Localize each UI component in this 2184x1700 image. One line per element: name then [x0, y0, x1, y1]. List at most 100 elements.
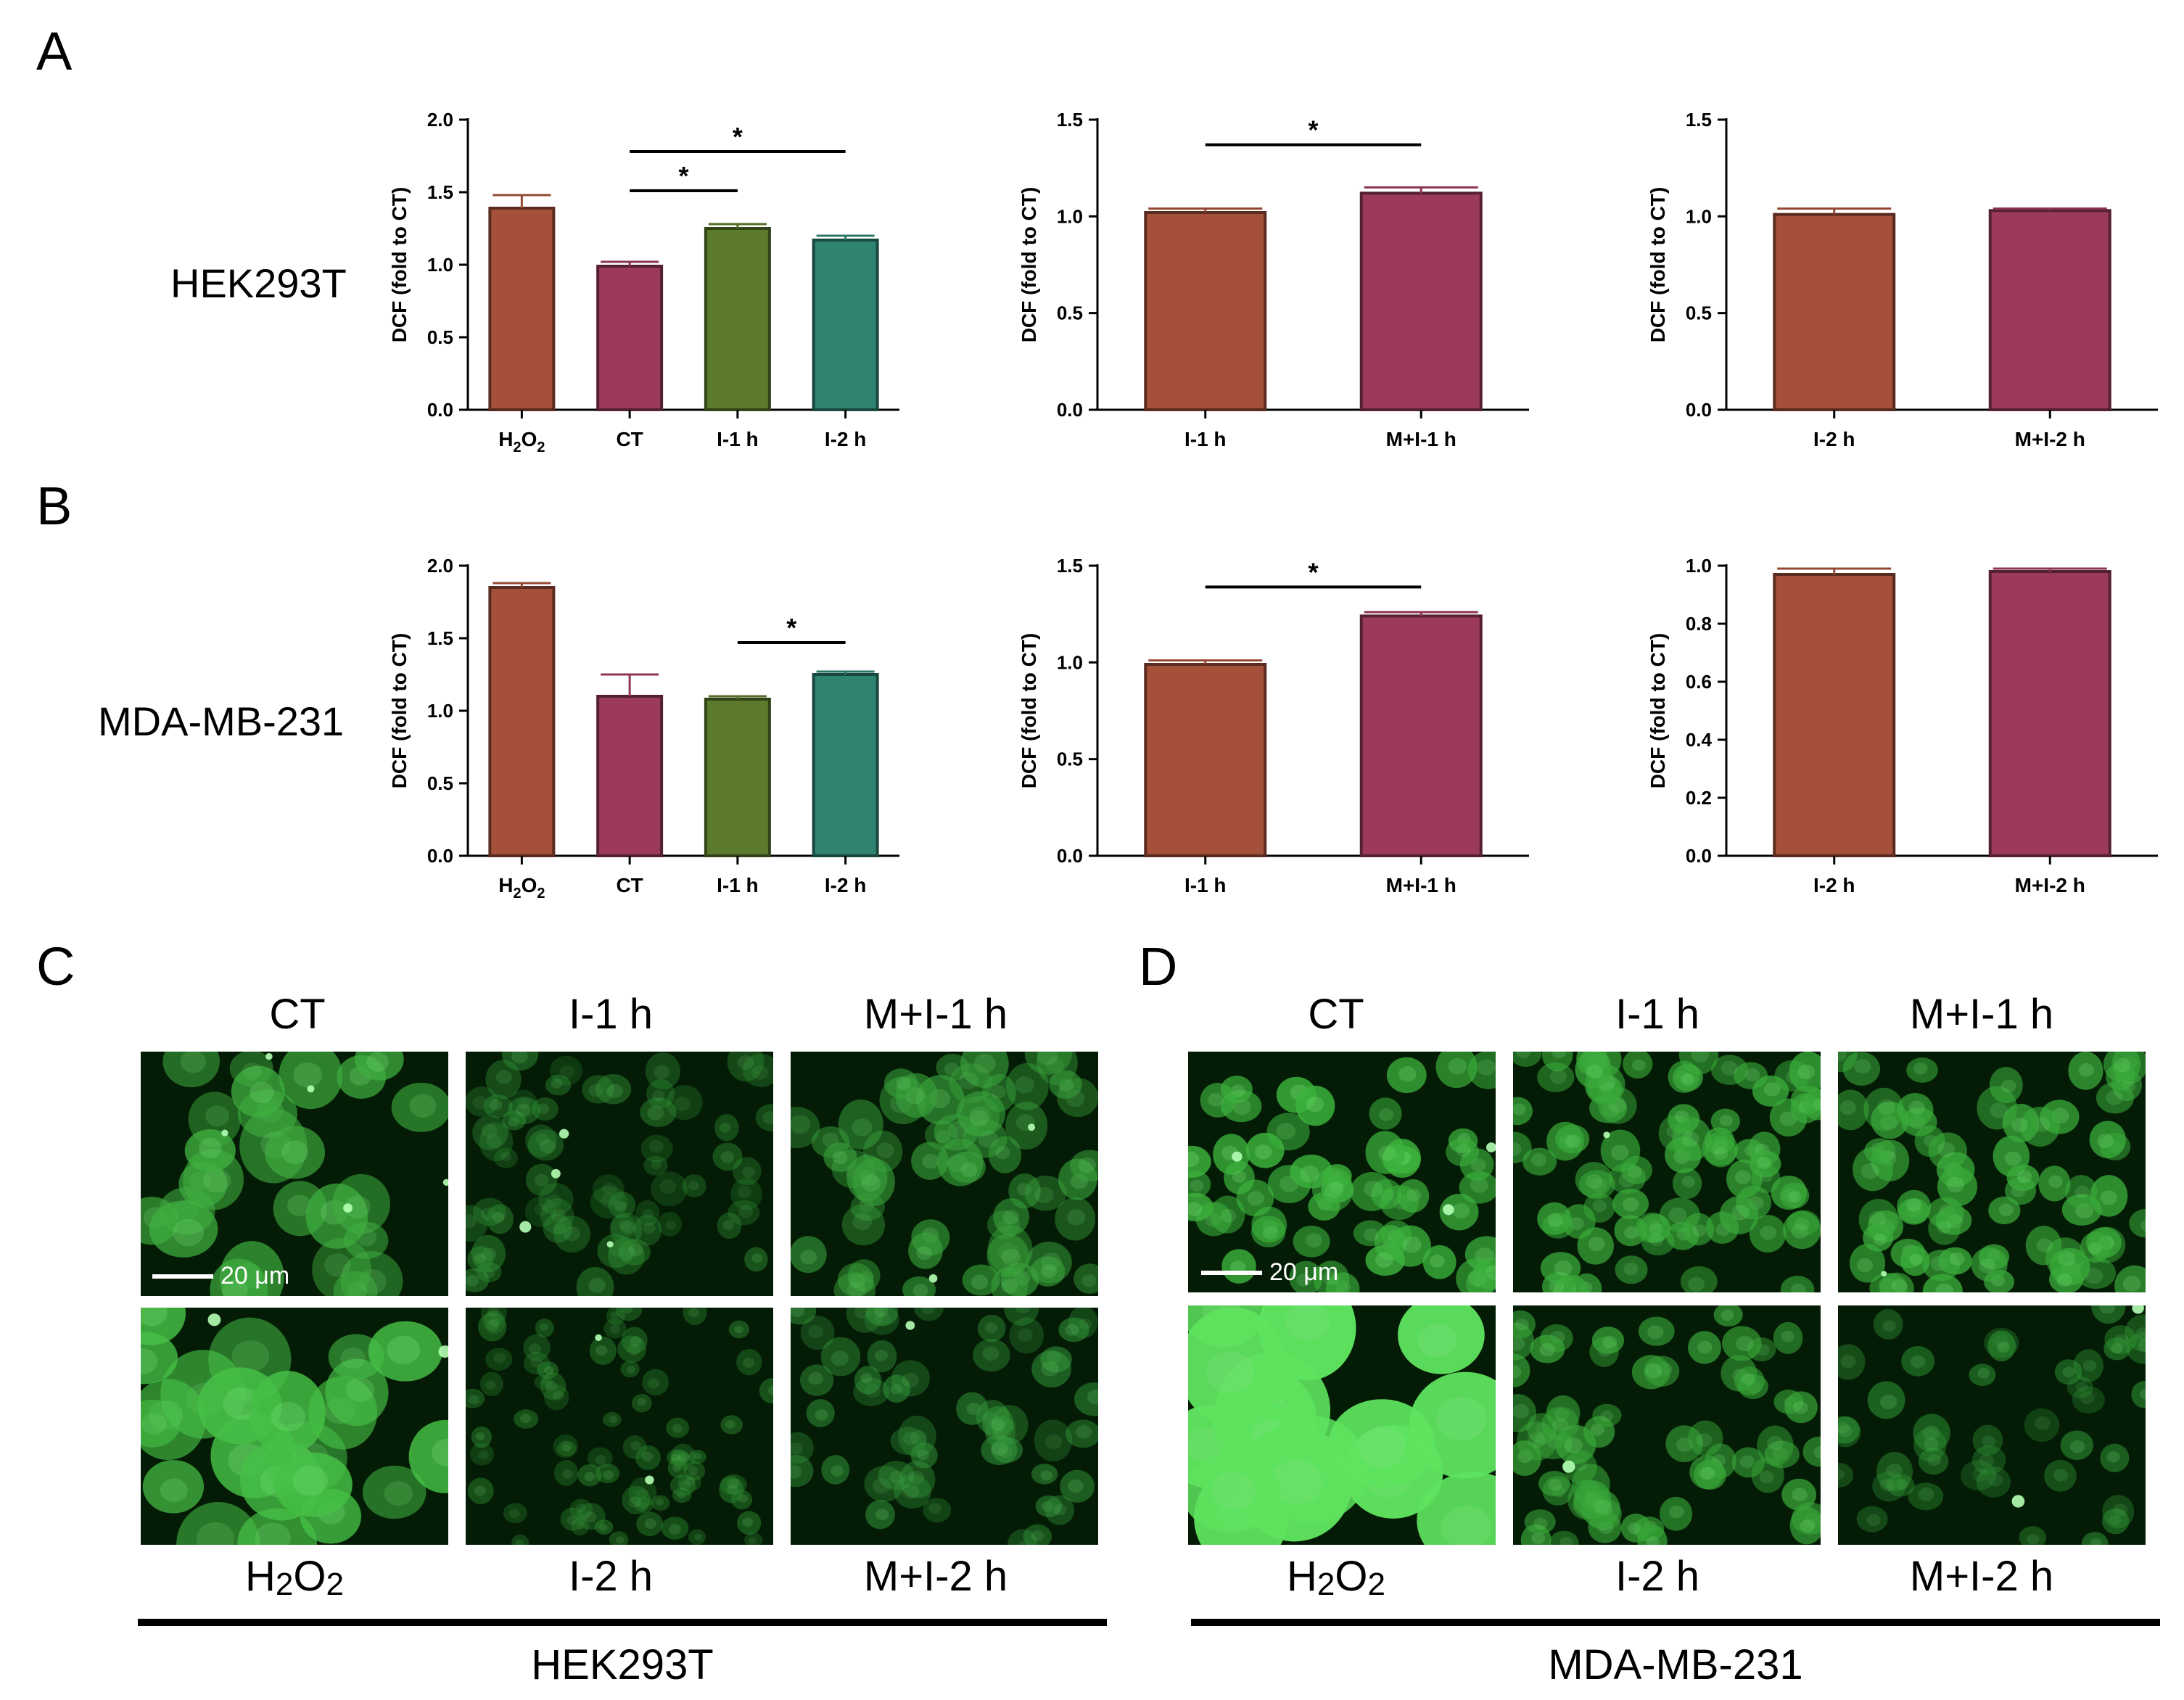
cell-nucleus: [1231, 1084, 1245, 1097]
cell-nucleus: [474, 1485, 486, 1496]
cell: [1976, 1466, 2011, 1498]
bar: [596, 695, 664, 857]
x-tick-label-part: O: [522, 428, 537, 450]
cell-nucleus: [1015, 1076, 1034, 1094]
cell-nucleus: [628, 1243, 643, 1257]
cell-nucleus: [1398, 1066, 1417, 1082]
cell-nucleus: [515, 1539, 524, 1545]
cell: [631, 1393, 652, 1413]
cell-nucleus: [1713, 1147, 1728, 1160]
cell-nucleus: [281, 1140, 309, 1165]
cell-nucleus: [1592, 1200, 1607, 1213]
cell: [1876, 1451, 1913, 1492]
cell: [667, 1456, 688, 1478]
micrograph-svg: [1513, 1305, 1821, 1545]
cell-nucleus: [678, 1480, 691, 1491]
cell-nucleus: [1565, 1134, 1581, 1148]
cell-nucleus: [876, 1142, 894, 1159]
cell-nucleus: [540, 1323, 548, 1331]
cell-nucleus: [1719, 1115, 1733, 1126]
cell: [666, 1449, 688, 1466]
cell-nucleus: [529, 1343, 541, 1354]
cell: [571, 1517, 589, 1536]
cell-nucleus: [1031, 1530, 1044, 1542]
x-tick-label-part: 2: [537, 886, 545, 901]
x-tick-label: I-1 h: [717, 428, 759, 450]
cell-nucleus: [1276, 1123, 1296, 1140]
cell-nucleus: [2139, 1389, 2146, 1400]
cell: [543, 1385, 569, 1411]
chart-svg: DCF (fold to CT) 0.0 0.2 0.4 0.6 0.8 1.0 I-2 h M…: [1647, 555, 2158, 896]
cell: [592, 1174, 625, 1205]
bright-spot: [606, 1241, 614, 1248]
cell-nucleus: [1262, 1226, 1279, 1240]
cell: [646, 1078, 675, 1109]
cell-nucleus: [1797, 1064, 1815, 1080]
cell: [1863, 1087, 1904, 1131]
cell: [540, 1198, 574, 1234]
cell-nucleus: [1232, 1171, 1247, 1183]
bright-spot: [1485, 1142, 1496, 1152]
cell-nucleus: [1632, 1059, 1646, 1071]
cell: [590, 1186, 628, 1219]
cell: [2073, 1349, 2103, 1382]
cell-nucleus: [584, 1472, 596, 1482]
cell: [791, 1107, 820, 1149]
cell-nucleus: [648, 1378, 660, 1389]
bar: [488, 207, 556, 411]
cell: [1513, 1131, 1532, 1163]
cell: [1838, 1416, 1860, 1444]
cell-nucleus: [910, 1430, 928, 1445]
micrograph-mda-ct: [1188, 1052, 1496, 1292]
cell-nucleus: [551, 1078, 563, 1089]
cell: [1631, 1355, 1670, 1390]
cell: [1802, 1436, 1821, 1467]
cell: [1989, 1067, 2023, 1104]
cell-nucleus: [564, 1226, 580, 1242]
cell: [1591, 1326, 1625, 1354]
cell: [471, 1426, 492, 1448]
cell: [1722, 1326, 1762, 1361]
cell-nucleus: [141, 1308, 168, 1326]
cell-nucleus: [651, 1159, 662, 1170]
cell-nucleus: [199, 1138, 222, 1158]
cell-nucleus: [621, 1308, 633, 1314]
cell-nucleus: [725, 1420, 735, 1429]
cell-nucleus: [1998, 1203, 2014, 1216]
cell-nucleus: [2027, 1534, 2040, 1545]
cell-nucleus: [1378, 1108, 1394, 1121]
chart-svg: DCF (fold to CT) 0.0 0.5 1.0 1.5 I-2 h M+I-2 h: [1647, 109, 2158, 450]
cell-nucleus: [1477, 1059, 1496, 1076]
cell: [479, 1371, 503, 1396]
cell: [1971, 1247, 2008, 1282]
cell: [1913, 1414, 1950, 1452]
x-tick-label: M+I-2 h: [2015, 874, 2085, 896]
y-axis-label: DCF (fold to CT): [388, 187, 411, 343]
cell: [486, 1204, 514, 1234]
cell-nucleus: [495, 1070, 512, 1084]
cell-nucleus: [483, 1268, 495, 1279]
cell-nucleus: [2036, 1238, 2053, 1253]
cell: [864, 1466, 904, 1502]
cell: [1879, 1272, 1914, 1292]
cell-nucleus: [1087, 1389, 1098, 1405]
cell-nucleus: [1539, 1342, 1555, 1357]
cell-nucleus: [534, 1203, 549, 1216]
cell-nucleus: [2099, 1305, 2115, 1314]
cell-nucleus: [1602, 1335, 1618, 1349]
cell: [666, 1417, 690, 1438]
cell-nucleus: [1078, 1157, 1097, 1173]
cell: [1901, 1345, 1935, 1377]
cell: [466, 1388, 485, 1408]
cell: [2024, 1408, 2060, 1443]
cell-nucleus: [1547, 1478, 1562, 1491]
cell-nucleus: [672, 1424, 683, 1433]
bar: [812, 673, 879, 857]
micrograph-mda-i-2h: [1513, 1305, 1821, 1545]
cell: [2025, 1226, 2062, 1266]
x-tick-label: I-1 h: [1184, 874, 1227, 896]
y-tick-label: 0.5: [1057, 302, 1083, 324]
cell: [141, 1332, 178, 1385]
y-tick-label: 1.0: [1686, 555, 1712, 577]
cell: [560, 1507, 585, 1531]
